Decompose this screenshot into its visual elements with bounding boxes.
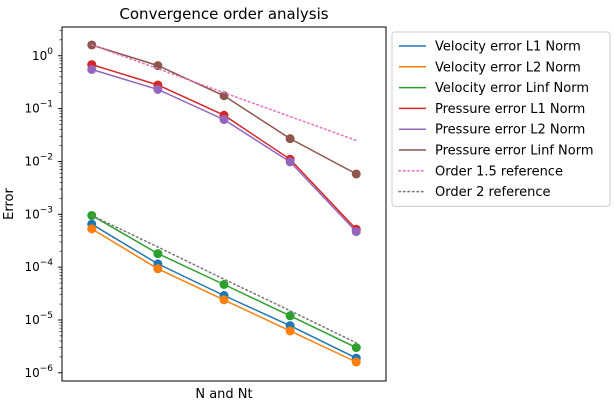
legend-label: Velocity error L1 Norm [435, 40, 581, 55]
legend-label: Velocity error L2 Norm [435, 60, 581, 75]
data-point [153, 61, 163, 71]
legend-label: Pressure error L2 Norm [435, 123, 585, 138]
y-tick-label: 10−2 [24, 152, 53, 168]
chart-title: Convergence order analysis [119, 5, 328, 23]
y-axis-label: Error [2, 188, 17, 220]
data-point [153, 264, 163, 274]
data-point [153, 249, 163, 259]
legend-label: Pressure error L1 Norm [435, 102, 585, 117]
data-point [87, 64, 97, 74]
series-velocity-error-l2-norm [87, 224, 361, 367]
data-point [285, 311, 295, 321]
series-order-1-5-reference [91, 44, 358, 142]
y-tick-label: 10−5 [24, 311, 53, 327]
y-tick-label: 100 [32, 47, 53, 63]
data-point [219, 91, 229, 101]
data-point [87, 224, 97, 234]
legend-label: Order 1.5 reference [435, 164, 563, 179]
data-point [219, 295, 229, 305]
legend-label: Velocity error Linf Norm [435, 81, 589, 96]
y-tick-label: 10−3 [24, 205, 53, 221]
data-point [219, 279, 229, 289]
series-velocity-error-linf-norm [87, 210, 361, 353]
data-point [219, 115, 229, 125]
data-point [285, 157, 295, 167]
y-axis-ticks: 10−6 10−5 10−4 10−3 10−2 10−1 100 [24, 30, 62, 380]
data-point [285, 134, 295, 144]
series-line [91, 214, 358, 344]
data-point [285, 326, 295, 336]
data-point [351, 227, 361, 237]
legend-label: Pressure error Linf Norm [435, 144, 594, 159]
series-pressure-error-l1-norm [87, 60, 361, 234]
x-axis-label: N and Nt [195, 387, 252, 401]
series-pressure-error-l2-norm [87, 64, 361, 237]
series-line [91, 44, 358, 142]
legend-label: Order 2 reference [435, 185, 551, 200]
y-tick-label: 10−1 [24, 100, 53, 116]
series-line [91, 44, 357, 175]
y-tick-label: 10−6 [24, 364, 53, 380]
data-point [351, 169, 361, 179]
data-point [351, 357, 361, 367]
series-pressure-error-linf-norm [87, 40, 361, 179]
legend-box [391, 31, 611, 207]
y-tick-label: 10−4 [24, 258, 53, 274]
series-line [91, 63, 357, 230]
series-velocity-error-l1-norm [87, 219, 361, 363]
data-point [153, 84, 163, 94]
series-order-2-reference [91, 214, 358, 344]
legend: Velocity error L1 Norm Velocity error L2 … [391, 31, 611, 207]
data-point [351, 343, 361, 353]
plot-area [87, 40, 361, 367]
axes-frame [61, 26, 387, 382]
